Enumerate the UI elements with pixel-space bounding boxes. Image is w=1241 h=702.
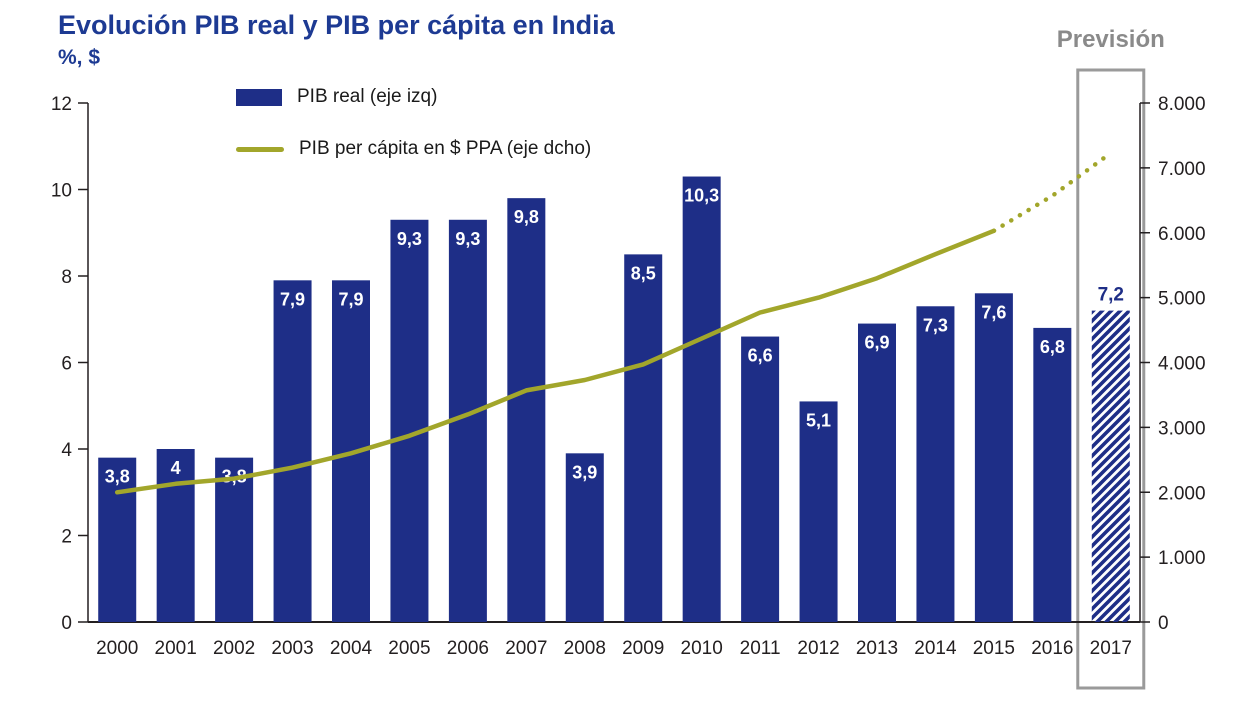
right-tick-label: 6.000 xyxy=(1158,224,1206,245)
x-tick-label: 2003 xyxy=(271,638,313,659)
bar-label: 5,1 xyxy=(806,410,831,430)
chart-legend: PIB real (eje izq) PIB per cápita en $ P… xyxy=(236,86,591,160)
right-tick-label: 0 xyxy=(1158,613,1169,634)
bar-label: 6,9 xyxy=(864,333,889,353)
bar-label: 9,3 xyxy=(455,229,480,249)
legend-item-pib-real: PIB real (eje izq) xyxy=(236,86,591,108)
bar xyxy=(916,306,955,622)
right-tick-label: 4.000 xyxy=(1158,354,1206,375)
bar xyxy=(741,336,780,622)
left-tick-label: 6 xyxy=(61,354,72,375)
x-tick-label: 2007 xyxy=(505,638,547,659)
bar-series-swatch-icon xyxy=(236,88,282,106)
x-tick-label: 2011 xyxy=(740,638,781,659)
chart-title: Evolución PIB real y PIB per cápita en I… xyxy=(58,10,615,40)
bar xyxy=(215,457,254,622)
right-tick-label: 8.000 xyxy=(1158,94,1206,115)
bar-label: 7,6 xyxy=(981,302,1006,322)
bar xyxy=(682,176,721,622)
left-tick-label: 8 xyxy=(61,267,72,288)
bar-label: 3,9 xyxy=(572,462,597,482)
bar xyxy=(799,401,838,622)
left-tick-label: 4 xyxy=(61,440,72,461)
legend-label-pib-real: PIB real (eje izq) xyxy=(297,86,438,107)
bar-label: 3,8 xyxy=(105,467,130,487)
line-series-swatch-icon xyxy=(236,146,284,152)
legend-item-pib-per-capita: PIB per cápita en $ PPA (eje dcho) xyxy=(236,138,591,160)
bar-label: 9,8 xyxy=(514,207,539,227)
bar-label: 7,2 xyxy=(1098,285,1124,306)
x-tick-label: 2000 xyxy=(96,638,138,659)
bar xyxy=(507,198,546,622)
bar xyxy=(974,293,1013,622)
bar xyxy=(390,219,429,622)
x-tick-label: 2016 xyxy=(1031,638,1073,659)
x-tick-label: 2002 xyxy=(213,638,255,659)
bar-label: 7,9 xyxy=(280,289,305,309)
bar-label: 7,9 xyxy=(338,289,363,309)
bar-label: 9,3 xyxy=(397,229,422,249)
x-tick-label: 2015 xyxy=(973,638,1015,659)
bar-label: 6,8 xyxy=(1040,337,1065,357)
x-tick-label: 2006 xyxy=(447,638,489,659)
line-series-solid xyxy=(114,228,997,495)
x-tick-label: 2014 xyxy=(914,638,957,659)
line-series-dotted xyxy=(991,150,1114,234)
bar xyxy=(273,280,312,622)
x-tick-label: 2009 xyxy=(622,638,664,659)
left-tick-label: 2 xyxy=(61,527,72,548)
bar xyxy=(156,449,195,622)
bar xyxy=(565,453,604,622)
legend-label-pib-per-capita: PIB per cápita en $ PPA (eje dcho) xyxy=(299,138,592,159)
bar-label: 8,5 xyxy=(631,263,656,283)
right-tick-label: 7.000 xyxy=(1158,159,1206,180)
x-tick-label: 2004 xyxy=(330,638,373,659)
bar-label: 6,6 xyxy=(748,346,773,366)
right-tick-label: 1.000 xyxy=(1158,548,1206,569)
x-tick-label: 2017 xyxy=(1090,638,1132,659)
forecast-box xyxy=(1076,68,1146,690)
axis-units-label: %, $ xyxy=(58,46,101,69)
bar xyxy=(858,323,896,622)
left-tick-label: 10 xyxy=(51,181,72,202)
x-tick-label: 2012 xyxy=(797,638,839,659)
bar xyxy=(98,457,137,622)
left-tick-label: 0 xyxy=(61,613,72,634)
x-tick-label: 2010 xyxy=(681,638,723,659)
x-tick-label: 2005 xyxy=(388,638,430,659)
bar-label: 4 xyxy=(171,458,181,478)
x-tick-label: 2008 xyxy=(564,638,606,659)
bar-label: 10,3 xyxy=(684,186,719,206)
bar-forecast xyxy=(1091,310,1130,622)
x-tick-label: 2001 xyxy=(155,638,197,659)
right-tick-label: 5.000 xyxy=(1158,289,1206,310)
right-tick-label: 2.000 xyxy=(1158,483,1206,504)
x-tick-label: 2013 xyxy=(856,638,898,659)
right-tick-label: 3.000 xyxy=(1158,418,1206,439)
bar xyxy=(624,254,663,622)
bar xyxy=(1033,327,1072,622)
forecast-label: Previsión xyxy=(1056,26,1165,53)
bar-label: 7,3 xyxy=(923,315,948,335)
left-tick-label: 12 xyxy=(51,94,72,115)
